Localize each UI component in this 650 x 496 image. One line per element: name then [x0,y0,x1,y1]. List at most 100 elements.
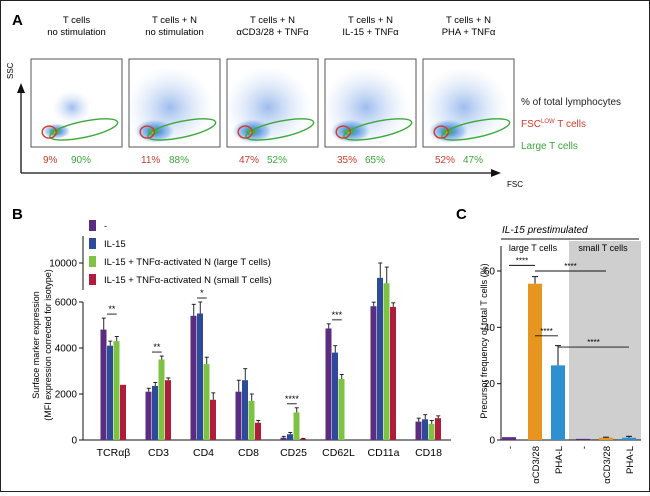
large-cell-gate [441,118,511,141]
bar [502,437,516,440]
panel-c-header: IL-15 prestimulated [502,225,588,236]
bar [435,418,441,440]
panel-b: B Surface marker expression (MFI express… [12,206,451,459]
small-cell-gate [433,125,449,139]
x-tick-label: PHA-L [554,446,565,474]
significance-label: * [200,288,204,298]
y-tick-label: 2000 [55,390,78,401]
pct-large: 90% [71,155,91,166]
panel-c-letter: C [456,206,467,223]
bar [390,306,396,440]
bar [145,391,152,440]
x-tick-label: - [579,446,590,449]
bar [248,400,255,440]
panel-b-legend: - IL-15 IL-15 + TNFα-activated N (large T … [89,220,272,286]
plot-title-2: IL-15 + TNFα [342,27,399,38]
bar [203,364,210,440]
panel-a-letter: A [12,12,23,29]
bar [599,437,613,440]
bar [197,313,203,440]
panel-b-ylabel-1: Surface marker expression [31,291,41,399]
bar [528,283,542,440]
group-large-label: large T cells [509,243,558,253]
plot-title-2: PHA + TNFα [442,27,496,38]
panel-b-ylabel-2: (MFI expression corrected for isotype) [43,269,53,421]
significance-label: ** [153,342,161,352]
plot-title-2: no stimulation [145,27,204,38]
significance-label: ** [108,304,116,314]
bar [551,365,565,440]
x-tick-label: - [505,446,516,449]
small-cell-gate [237,125,253,139]
bar [338,379,345,440]
significance-label: **** [564,262,576,271]
plot-title-1: T cells + N [152,15,197,26]
legend-swatch [89,256,96,267]
large-cell-gate [245,118,315,141]
legend-small-sup: LOW [541,119,555,125]
x-tick-label: CD11a [368,447,400,459]
significance-label: **** [285,394,300,404]
pct-large: 52% [267,155,287,166]
bar [210,399,216,440]
pct-small: 47% [239,155,259,166]
x-tick-label: CD4 [193,447,214,459]
plot-title-1: T cells + N [348,15,393,26]
pct-small: 11% [141,155,160,166]
pct-large: 47% [463,155,483,166]
pct-small: 35% [337,155,357,166]
y-tick-label: 60 [484,267,496,278]
y-tick-label: 0 [489,436,495,447]
y-tick-label: 10000 [49,259,77,270]
significance-label: **** [587,338,599,347]
significance-label: **** [516,256,528,265]
y-tick-label: 6000 [55,298,78,309]
bar [100,329,107,440]
large-cell-gate [147,118,217,141]
bar [165,380,171,440]
bar [422,419,428,440]
plot-title-1: T cells + N [250,15,295,26]
bar [370,306,377,440]
bar [383,283,390,440]
pct-small: 9% [43,155,58,166]
significance-label: **** [540,327,552,336]
small-cell-gate [41,125,57,139]
legend-small-pre: FSC [521,119,541,130]
legend-large-cells: Large T cells [521,141,578,152]
legend-swatch [89,238,96,249]
panel-b-letter: B [12,206,23,223]
panel-c-chart: large T cells small T cells 0 20 40 60 - αCD3/2… [484,241,641,484]
legend-label: IL-15 + TNFα-activated N (large T cells) [104,257,271,268]
y-tick-label: 40 [484,323,496,334]
panel-c: C IL-15 prestimulated Precursor frequenc… [456,206,641,484]
plot-title-2: no stimulation [47,27,106,38]
bar [113,341,120,440]
plot-title-2: αCD3/28 + TNFα [236,27,309,38]
bar [377,277,383,440]
bar [622,437,636,440]
plot-title-1: T cells [63,15,91,26]
bar [242,380,248,440]
bar [235,391,242,440]
legend-label: - [104,221,107,232]
pct-large: 88% [169,155,189,166]
legend-total: % of total lymphocytes [521,97,621,108]
x-tick-label: CD62L [322,447,355,459]
legend-label: IL-15 + TNFα-activated N (small T cells) [104,275,272,286]
x-tick-label: CD3 [148,447,169,459]
bar [255,422,261,440]
bar [152,385,158,440]
panel-c-ylabel: Precursor frequency of total T cells (%) [479,263,489,418]
fsc-arrow-icon [491,169,501,177]
bar [293,412,300,440]
group-small-label: small T cells [578,243,628,253]
legend-label: IL-15 [104,239,126,250]
bar [280,437,287,440]
legend-small-cells: FSCLOW T cells [521,119,586,130]
small-cells-background [569,241,641,440]
